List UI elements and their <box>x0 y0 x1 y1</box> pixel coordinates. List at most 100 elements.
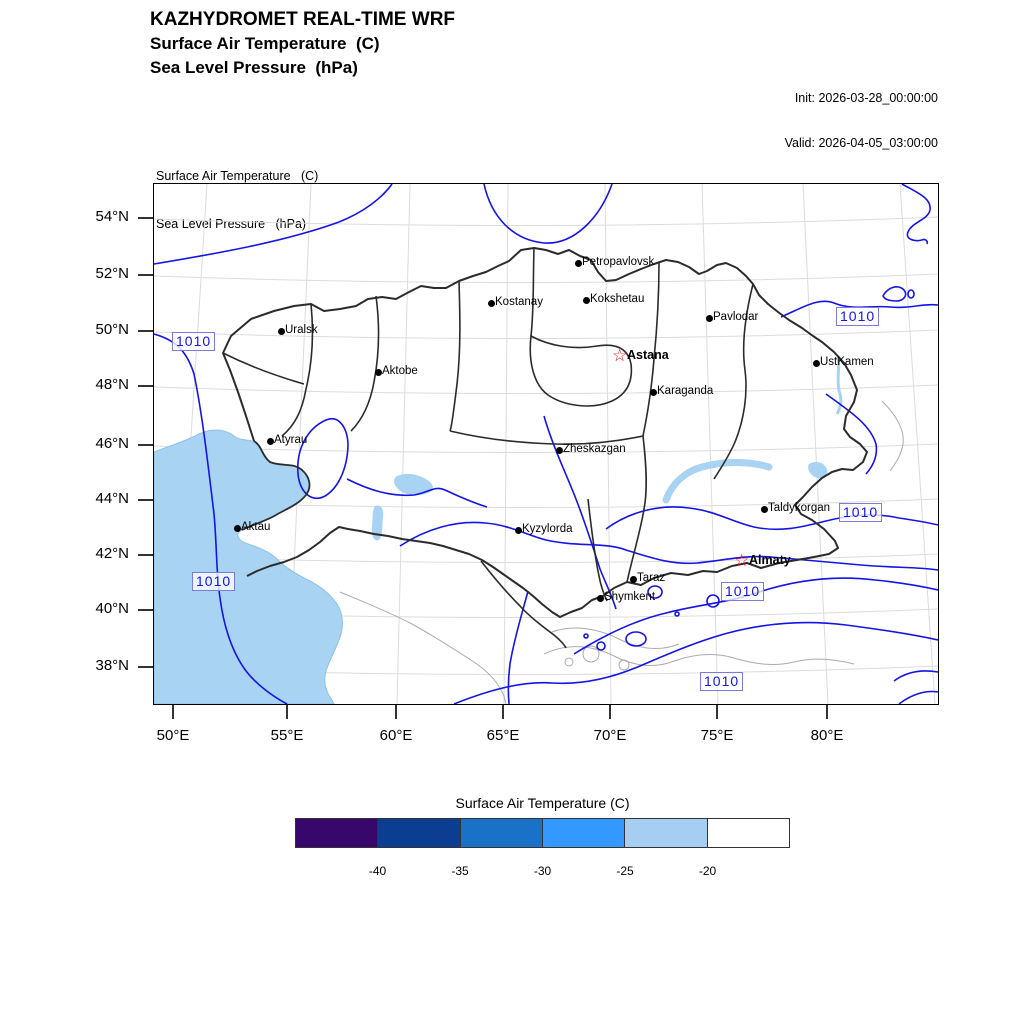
lon-tick-mark <box>395 705 397 719</box>
city-dot-marker <box>630 576 637 583</box>
city-label: Taraz <box>637 572 666 584</box>
city-dot-marker <box>278 328 285 335</box>
city-label: Karaganda <box>657 385 714 397</box>
lon-tick-label: 80°E <box>810 727 844 744</box>
zaysan-river <box>835 355 843 415</box>
lon-tick-mark <box>502 705 504 719</box>
lat-tick-label: 44°N <box>95 490 129 507</box>
run-times: Init: 2026-03-28_00:00:00 Valid: 2026-04… <box>785 61 938 181</box>
colorbar <box>295 818 790 848</box>
city-label: Taldykorgan <box>768 502 831 514</box>
lat-tick-mark <box>138 499 153 501</box>
city-dot-marker <box>575 260 582 267</box>
map-panel: Petropavlovsk Kostanay Kokshetau Pavlodar Ur… <box>153 183 939 705</box>
lat-tick-mark <box>138 609 153 611</box>
city-dot-marker <box>583 297 590 304</box>
colorbar-segment <box>707 819 789 847</box>
lon-tick-mark <box>172 705 174 719</box>
city-dot-marker <box>597 595 604 602</box>
colorbar-title: Surface Air Temperature (C) <box>455 795 630 811</box>
city-dot-marker <box>556 447 563 454</box>
lat-tick-mark <box>138 444 153 446</box>
lat-tick-mark <box>138 330 153 332</box>
city-label: Aktobe <box>382 365 418 377</box>
city-dot-marker <box>813 360 820 367</box>
lat-tick-mark <box>138 385 153 387</box>
map-legend: Surface Air Temperature (C) Sea Level Pr… <box>156 136 318 264</box>
star-marker-icon: ☆ <box>612 346 628 365</box>
lat-tick-label: 38°N <box>95 657 129 674</box>
city-dot-marker <box>650 389 657 396</box>
neighbor-borders <box>339 400 904 704</box>
lake-alakol <box>808 461 828 479</box>
pressure-contour-label: 1010 <box>700 672 744 691</box>
pressure-contour-label: 1010 <box>192 572 236 591</box>
pressure-contour-label: 1010 <box>172 332 216 351</box>
caspian-sea <box>154 429 343 704</box>
colorbar-segment <box>460 819 543 847</box>
colorbar-segment <box>542 819 626 847</box>
city-label: Zheskazgan <box>563 443 626 455</box>
lon-tick-label: 60°E <box>379 727 413 744</box>
valid-time: Valid: 2026-04-05_03:00:00 <box>784 136 938 150</box>
lon-tick-mark <box>716 705 718 719</box>
title-line-2: Surface Air Temperature (C) <box>150 34 380 53</box>
lon-tick-mark <box>609 705 611 719</box>
init-time: Init: 2026-03-28_00:00:00 <box>794 91 938 105</box>
title-line-1: KAZHYDROMET REAL-TIME WRF <box>150 9 456 30</box>
lon-tick-label: 70°E <box>593 727 627 744</box>
city-dot-marker <box>267 438 274 445</box>
city-label: Shymkent <box>604 591 656 603</box>
lat-tick-label: 42°N <box>95 545 129 562</box>
city-dot-marker <box>375 369 382 376</box>
city-label: Aktau <box>241 521 271 533</box>
city-label: Kokshetau <box>590 293 645 305</box>
pressure-contour-label: 1010 <box>839 503 883 522</box>
aral-patch <box>394 473 433 495</box>
city-dot-marker <box>761 506 768 513</box>
lon-tick-mark <box>286 705 288 719</box>
title-line-3: Sea Level Pressure (hPa) <box>150 58 358 77</box>
colorbar-tick-label: -40 <box>368 864 387 878</box>
lat-tick-mark <box>138 666 153 668</box>
lake-balkhash <box>662 459 773 504</box>
city-label: UstKamen <box>820 356 874 368</box>
lat-tick-label: 54°N <box>95 208 129 225</box>
lon-tick-label: 65°E <box>486 727 520 744</box>
colorbar-tick-label: -25 <box>616 864 634 878</box>
city-dot-marker <box>515 527 522 534</box>
pressure-contour-label: 1010 <box>721 582 765 601</box>
colorbar-tick-label: -30 <box>533 864 552 878</box>
city-label: Pavlodar <box>713 311 759 323</box>
lon-tick-label: 55°E <box>270 727 304 744</box>
city-dot-marker <box>488 300 495 307</box>
lat-tick-mark <box>138 274 153 276</box>
lat-tick-label: 48°N <box>95 376 129 393</box>
colorbar-segment <box>625 819 708 847</box>
star-marker-icon: ☆ <box>734 551 750 570</box>
lat-tick-mark <box>138 217 153 219</box>
map-geography <box>154 184 938 704</box>
lat-tick-label: 50°N <box>95 321 129 338</box>
lat-tick-label: 46°N <box>95 435 129 452</box>
oblast-borders <box>222 247 754 649</box>
city-label: Atyrau <box>274 434 308 446</box>
colorbar-segment <box>378 819 461 847</box>
city-dot-marker <box>234 525 241 532</box>
city-label: Uralsk <box>285 324 318 336</box>
pressure-contour-label: 1010 <box>836 307 880 326</box>
city-label: Kostanay <box>495 296 543 308</box>
legend-line-1: Surface Air Temperature (C) <box>156 169 319 183</box>
colorbar-tick-label: -35 <box>451 864 469 878</box>
page-title: KAZHYDROMET REAL-TIME WRF Surface Air Te… <box>150 8 455 80</box>
city-label: Almaty <box>749 553 791 567</box>
colorbar-tick-label: -20 <box>698 864 717 878</box>
lon-tick-label: 50°E <box>156 727 190 744</box>
city-label: Kyzylorda <box>522 523 573 535</box>
lon-tick-label: 75°E <box>700 727 734 744</box>
city-dot-marker <box>706 315 713 322</box>
lat-tick-label: 40°N <box>95 600 129 617</box>
lat-tick-mark <box>138 554 153 556</box>
city-label: Petropavlovsk <box>582 256 655 268</box>
